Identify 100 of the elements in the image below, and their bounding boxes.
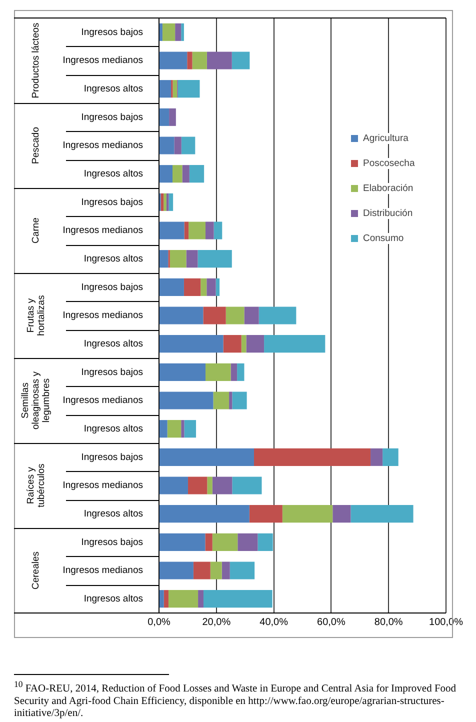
bar xyxy=(159,222,184,240)
x-tick-label: 0,0% xyxy=(148,616,171,628)
bar xyxy=(159,420,168,438)
y-tick-label: Ingresos medianos xyxy=(62,55,144,66)
bar xyxy=(178,80,200,98)
x-tick-label: 20,0% xyxy=(202,616,231,628)
bar xyxy=(193,562,210,580)
bar xyxy=(212,533,238,551)
text: Productos lácteos xyxy=(30,22,42,98)
bar xyxy=(216,278,220,296)
bar xyxy=(203,590,272,608)
bar xyxy=(254,448,371,466)
bar xyxy=(188,476,208,494)
bar xyxy=(258,533,273,551)
bar xyxy=(237,363,244,381)
bar xyxy=(370,448,383,466)
bar xyxy=(182,165,190,183)
bar xyxy=(159,476,188,494)
bar xyxy=(210,562,222,580)
y-tick-label: Ingresos altos xyxy=(84,338,144,350)
bar xyxy=(200,278,207,296)
bar xyxy=(168,193,174,211)
bar xyxy=(212,476,232,494)
bar xyxy=(203,306,226,324)
y-tick-label: Ingresos altos xyxy=(84,83,144,94)
bar xyxy=(169,108,176,126)
y-tick-label: Ingresos bajos xyxy=(81,366,144,378)
bar xyxy=(159,590,164,608)
bar xyxy=(174,136,182,154)
y-tick-label: Ingresos bajos xyxy=(81,282,144,293)
bar xyxy=(159,505,250,523)
bar xyxy=(232,476,262,494)
legend-label: Distribución xyxy=(362,208,414,219)
bar xyxy=(238,533,258,551)
bar xyxy=(159,52,188,70)
bar xyxy=(159,448,254,466)
y-tick-label: Ingresos bajos xyxy=(81,112,144,123)
y-tick-label: Ingresos medianos xyxy=(62,225,144,236)
bar xyxy=(166,193,169,211)
bar xyxy=(205,363,231,381)
y-tick-label: Ingresos altos xyxy=(84,508,144,520)
bar xyxy=(187,52,192,70)
legend-label: Agricultura xyxy=(362,133,410,144)
text: Semillas oleaginosas y legumbres xyxy=(20,371,52,430)
bar xyxy=(186,250,198,268)
bar xyxy=(230,363,238,381)
bar xyxy=(244,306,259,324)
bar xyxy=(159,306,204,324)
bar xyxy=(184,278,201,296)
bar xyxy=(246,335,264,353)
bar xyxy=(232,392,247,410)
bar xyxy=(159,108,170,126)
text: Cereales xyxy=(30,551,42,590)
y-tick-label: Ingresos bajos xyxy=(81,26,144,38)
bar xyxy=(172,80,178,98)
y-tick-label: Ingresos medianos xyxy=(62,480,144,492)
y-tick-label: Ingresos medianos xyxy=(62,395,144,406)
bar xyxy=(188,222,206,240)
bar xyxy=(206,278,216,296)
bar xyxy=(159,23,162,41)
bar xyxy=(168,590,198,608)
bar xyxy=(159,165,172,183)
bar xyxy=(232,52,250,70)
y-tick-label: Ingresos medianos xyxy=(62,140,144,152)
bar xyxy=(258,306,296,324)
bar xyxy=(222,562,230,580)
bar xyxy=(164,193,166,211)
bar xyxy=(159,80,172,98)
bar xyxy=(205,222,214,240)
legend-label: Poscosecha xyxy=(362,158,416,169)
bar xyxy=(159,363,206,381)
legend-label: Elaboración xyxy=(362,183,414,194)
y-tick-label: Ingresos altos xyxy=(84,253,144,264)
bar xyxy=(230,562,255,580)
text: Pescado xyxy=(30,127,42,164)
bar xyxy=(159,335,224,353)
bar xyxy=(162,23,176,41)
legend-label: Consumo xyxy=(362,233,405,244)
bar xyxy=(164,590,168,608)
x-tick-label: 60,0% xyxy=(317,616,346,628)
bar xyxy=(159,250,168,268)
bar xyxy=(181,23,184,41)
text: Raíces y tubérculos xyxy=(25,463,47,508)
x-tick-label: 40,0% xyxy=(260,616,288,628)
bar xyxy=(207,476,212,494)
bar xyxy=(167,420,182,438)
bar xyxy=(159,136,174,154)
y-tick-label: Ingresos bajos xyxy=(81,536,144,548)
bar xyxy=(170,250,186,268)
bar xyxy=(205,533,212,551)
y-tick-label: Ingresos altos xyxy=(84,168,144,180)
y-tick-label: Ingresos bajos xyxy=(81,196,144,208)
bar xyxy=(159,533,206,551)
bar xyxy=(382,448,398,466)
bar xyxy=(192,52,207,70)
x-tick-label: 80,0% xyxy=(374,616,403,628)
bar xyxy=(206,52,232,70)
bar xyxy=(159,562,194,580)
bar xyxy=(282,505,333,523)
y-tick-label: Ingresos altos xyxy=(84,423,144,434)
